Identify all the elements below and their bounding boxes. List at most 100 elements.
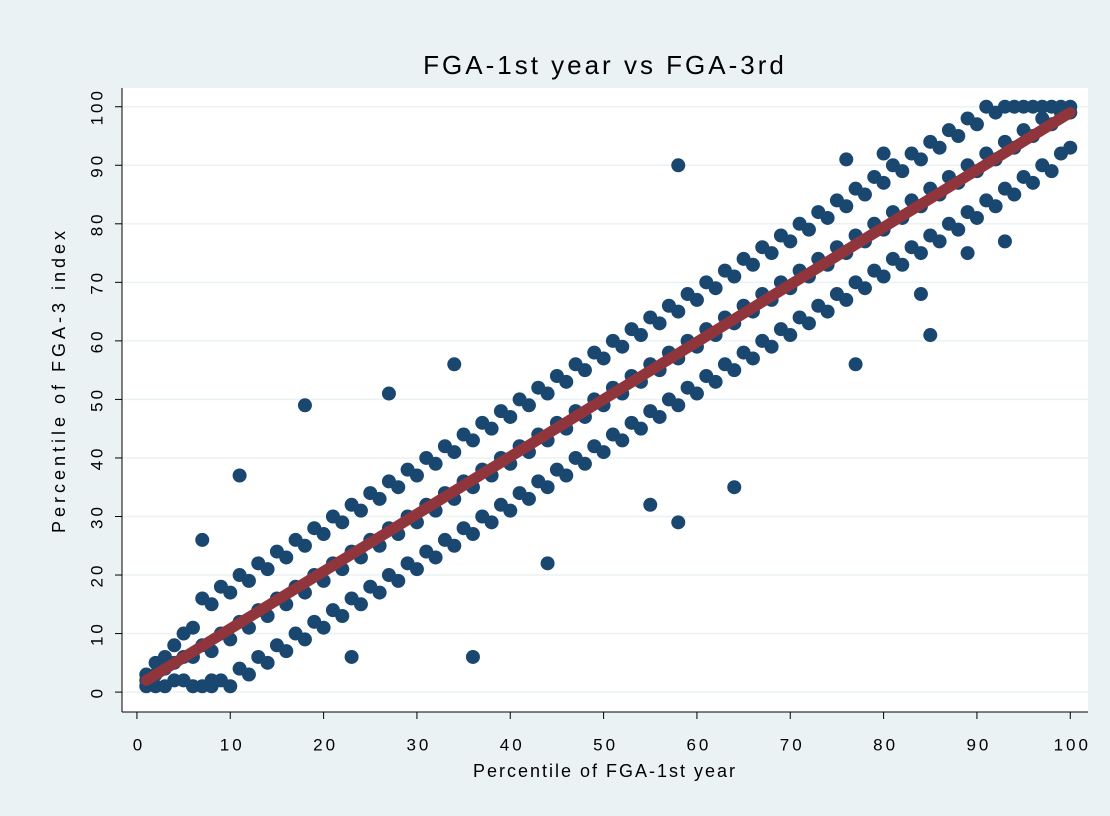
point (969, 117, 984, 132)
fit-line (140, 107, 1076, 686)
point (727, 269, 742, 284)
point (465, 649, 480, 664)
x-tick-label: 0 (133, 735, 145, 754)
y-tick-label: 0 (87, 686, 106, 698)
x-tick-label: 20 (313, 735, 338, 754)
point (297, 538, 312, 553)
point (559, 468, 574, 483)
point (344, 649, 359, 664)
point (671, 515, 686, 530)
point (997, 234, 1012, 249)
point (540, 556, 555, 571)
point (521, 398, 536, 413)
point (185, 620, 200, 635)
point (820, 304, 835, 319)
point (297, 632, 312, 647)
point (353, 597, 368, 612)
point (1063, 140, 1078, 155)
x-tick-label: 80 (873, 735, 898, 754)
point (1044, 164, 1059, 179)
point (960, 246, 975, 261)
point (540, 386, 555, 401)
x-tick-label: 60 (686, 735, 711, 754)
y-tick-label: 80 (87, 211, 106, 236)
point (391, 480, 406, 495)
point (652, 316, 667, 331)
y-tick-label: 40 (87, 445, 106, 470)
point (671, 158, 686, 173)
point (857, 187, 872, 202)
point (764, 339, 779, 354)
point (241, 573, 256, 588)
point (1025, 175, 1040, 190)
y-tick-label: 30 (87, 504, 106, 529)
point (801, 222, 816, 237)
point (335, 609, 350, 623)
point (223, 585, 238, 600)
point (409, 562, 424, 577)
y-tick-label: 70 (87, 270, 106, 295)
point (484, 421, 499, 436)
point (876, 269, 891, 284)
point (913, 246, 928, 261)
point (727, 363, 742, 378)
point (988, 199, 1003, 214)
point (260, 655, 275, 670)
point (428, 456, 443, 471)
y-tick-label: 100 (87, 88, 106, 125)
point (465, 527, 480, 542)
point (839, 292, 854, 307)
y-axis-label: Percentile of FGA-3 index (49, 227, 69, 533)
y-tick-label: 60 (87, 328, 106, 353)
y-tick-label: 20 (87, 563, 106, 588)
point (652, 409, 667, 424)
x-tick-label: 30 (406, 735, 431, 754)
x-tick-label: 50 (593, 735, 618, 754)
y-tick-label: 10 (87, 621, 106, 646)
point (708, 374, 723, 389)
point (204, 679, 219, 694)
point (932, 234, 947, 249)
point (540, 480, 555, 495)
point (381, 386, 396, 401)
point (932, 140, 947, 155)
point (1007, 187, 1022, 202)
point (876, 175, 891, 190)
point (596, 445, 611, 460)
x-tick-label: 10 (220, 735, 245, 754)
point (895, 257, 910, 272)
point (689, 386, 704, 401)
point (335, 515, 350, 530)
point (783, 328, 798, 343)
point (633, 421, 648, 436)
x-tick-label: 70 (780, 735, 805, 754)
point (913, 287, 928, 302)
point (232, 468, 247, 483)
point (596, 351, 611, 366)
point (727, 480, 742, 495)
point (353, 503, 368, 518)
point (876, 146, 891, 161)
point (316, 527, 331, 542)
point (391, 573, 406, 588)
point (260, 562, 275, 577)
point (671, 304, 686, 319)
y-tick-label: 50 (87, 387, 106, 412)
point (372, 491, 387, 506)
chart-title: FGA-1st year vs FGA-3rd (423, 50, 787, 80)
point (801, 316, 816, 331)
point (969, 210, 984, 225)
point (577, 456, 592, 471)
point (204, 597, 219, 612)
point (316, 620, 331, 635)
point (671, 398, 686, 413)
point (951, 129, 966, 143)
point (503, 503, 518, 518)
point (689, 292, 704, 307)
point (895, 164, 910, 179)
point (633, 328, 648, 343)
point (783, 234, 798, 249)
point (745, 351, 760, 366)
point (241, 667, 256, 682)
